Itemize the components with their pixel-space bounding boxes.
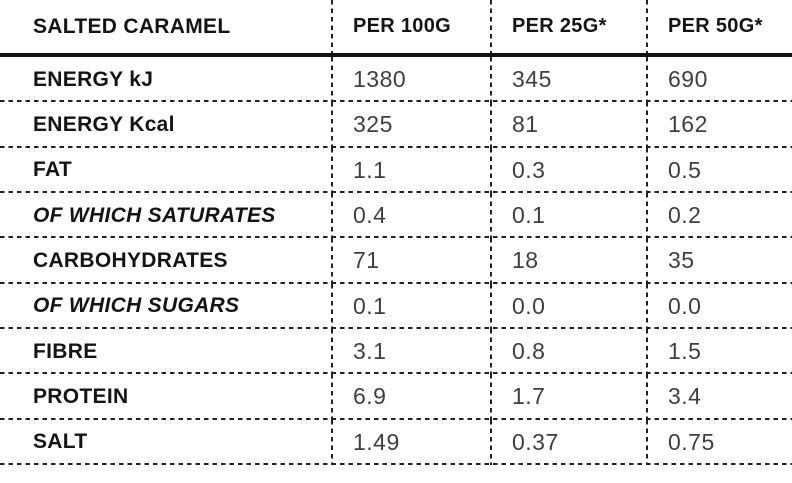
value-per-50g: 162: [646, 102, 792, 148]
value-per-25g: 345: [490, 57, 646, 103]
table-row-energy-kj: ENERGY kJ 1380 345 690: [0, 57, 792, 103]
table-row-fibre: FIBRE 3.1 0.8 1.5: [0, 328, 792, 375]
value-per-50g: 690: [646, 57, 792, 103]
value-per-50g: 0.5: [646, 147, 792, 193]
column-header-per-25g: PER 25G*: [490, 0, 646, 53]
row-label: CARBOHYDRATES: [33, 248, 228, 272]
value-per-25g: 81: [490, 102, 646, 148]
nutrition-table: SALTED CARAMEL PER 100G PER 25G* PER 50G…: [0, 0, 792, 466]
value-per-100g: 1380: [331, 57, 490, 103]
value-per-100g: 3.1: [331, 328, 490, 375]
row-label: OF WHICH SATURATES: [33, 203, 276, 227]
column-header-per-100g: PER 100G: [331, 0, 490, 53]
table-row-salt: SALT 1.49 0.37 0.75: [0, 419, 792, 466]
value-per-50g: 0.75: [646, 419, 792, 465]
table-row-energy-kcal: ENERGY Kcal 325 81 162: [0, 102, 792, 148]
value-per-100g: 6.9: [331, 374, 490, 420]
table-header-row: SALTED CARAMEL PER 100G PER 25G* PER 50G…: [0, 0, 792, 57]
row-label: ENERGY kJ: [33, 67, 154, 91]
value-per-50g: 0.0: [646, 283, 792, 329]
value-per-100g: 1.1: [331, 147, 490, 193]
value-per-25g: 0.3: [490, 147, 646, 193]
row-label: ENERGY Kcal: [33, 112, 175, 136]
value-per-50g: 35: [646, 238, 792, 284]
table-row-of-which-sugars: OF WHICH SUGARS 0.1 0.0 0.0: [0, 283, 792, 330]
row-label: FAT: [33, 158, 73, 182]
value-per-25g: 0.0: [490, 283, 646, 329]
table-row-of-which-saturates: OF WHICH SATURATES 0.4 0.1 0.2: [0, 192, 792, 239]
value-per-100g: 0.1: [331, 283, 490, 329]
value-per-50g: 3.4: [646, 374, 792, 420]
value-per-50g: 1.5: [646, 328, 792, 375]
row-label: OF WHICH SUGARS: [33, 294, 240, 318]
row-label: PROTEIN: [33, 384, 129, 408]
value-per-25g: 0.8: [490, 328, 646, 375]
table-row-fat: FAT 1.1 0.3 0.5: [0, 147, 792, 194]
value-per-50g: 0.2: [646, 192, 792, 239]
column-header-per-50g: PER 50G*: [646, 0, 792, 53]
table-title: SALTED CARAMEL: [33, 14, 231, 38]
value-per-25g: 0.1: [490, 192, 646, 239]
value-per-100g: 1.49: [331, 419, 490, 465]
value-per-25g: 0.37: [490, 419, 646, 465]
value-per-25g: 18: [490, 238, 646, 284]
table-row-protein: PROTEIN 6.9 1.7 3.4: [0, 374, 792, 420]
value-per-100g: 0.4: [331, 192, 490, 239]
table-row-carbohydrates: CARBOHYDRATES 71 18 35: [0, 238, 792, 284]
value-per-100g: 325: [331, 102, 490, 148]
row-label: FIBRE: [33, 339, 98, 363]
row-label: SALT: [33, 430, 88, 454]
value-per-25g: 1.7: [490, 374, 646, 420]
value-per-100g: 71: [331, 238, 490, 284]
